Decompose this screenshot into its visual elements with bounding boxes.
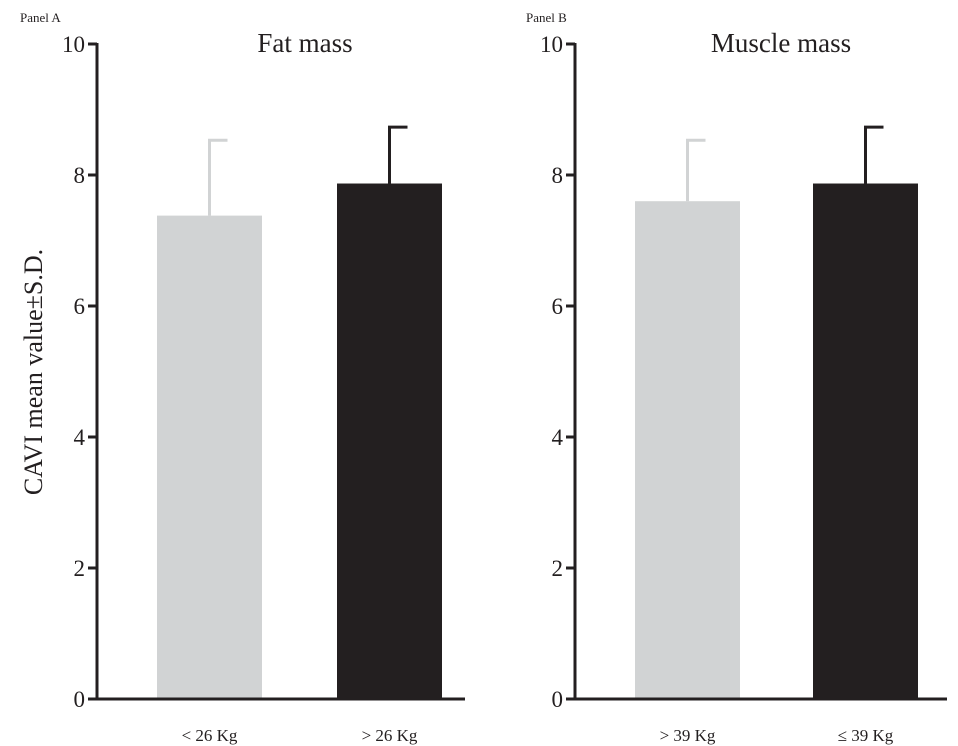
panel-title: Fat mass <box>257 28 352 58</box>
x-tick-label: ≤ 39 Kg <box>838 726 894 745</box>
y-tick-label: 4 <box>74 425 86 450</box>
x-tick-label: < 26 Kg <box>182 726 238 745</box>
x-tick-label: > 26 Kg <box>362 726 418 745</box>
y-tick-label: 10 <box>540 32 563 57</box>
panel-b: Panel B Muscle mass > 39 Kg ≤ 39 Kg 0 2 4 6 8 10 <box>526 10 947 745</box>
bar <box>813 183 918 699</box>
x-tick-label: > 39 Kg <box>660 726 716 745</box>
y-tick-label: 8 <box>74 163 86 188</box>
y-tick-label: 0 <box>552 687 564 712</box>
bar <box>635 201 740 699</box>
y-tick-label: 8 <box>552 163 564 188</box>
panel-label: Panel B <box>526 10 567 25</box>
y-tick-label: 6 <box>552 294 564 319</box>
y-tick-label: 0 <box>74 687 86 712</box>
y-tick-label: 10 <box>62 32 85 57</box>
y-tick-label: 2 <box>552 556 564 581</box>
y-tick-label: 6 <box>74 294 86 319</box>
panel-title: Muscle mass <box>711 28 851 58</box>
panel-label: Panel A <box>20 10 61 25</box>
bar <box>157 215 262 700</box>
panel-a: Panel A Fat mass < 26 Kg > 26 Kg 0 2 4 6 8 10 <box>20 10 465 745</box>
y-tick-label: 2 <box>74 556 86 581</box>
y-axis-label: CAVI mean value±S.D. <box>19 249 48 495</box>
bar <box>337 183 442 699</box>
y-tick-label: 4 <box>552 425 564 450</box>
